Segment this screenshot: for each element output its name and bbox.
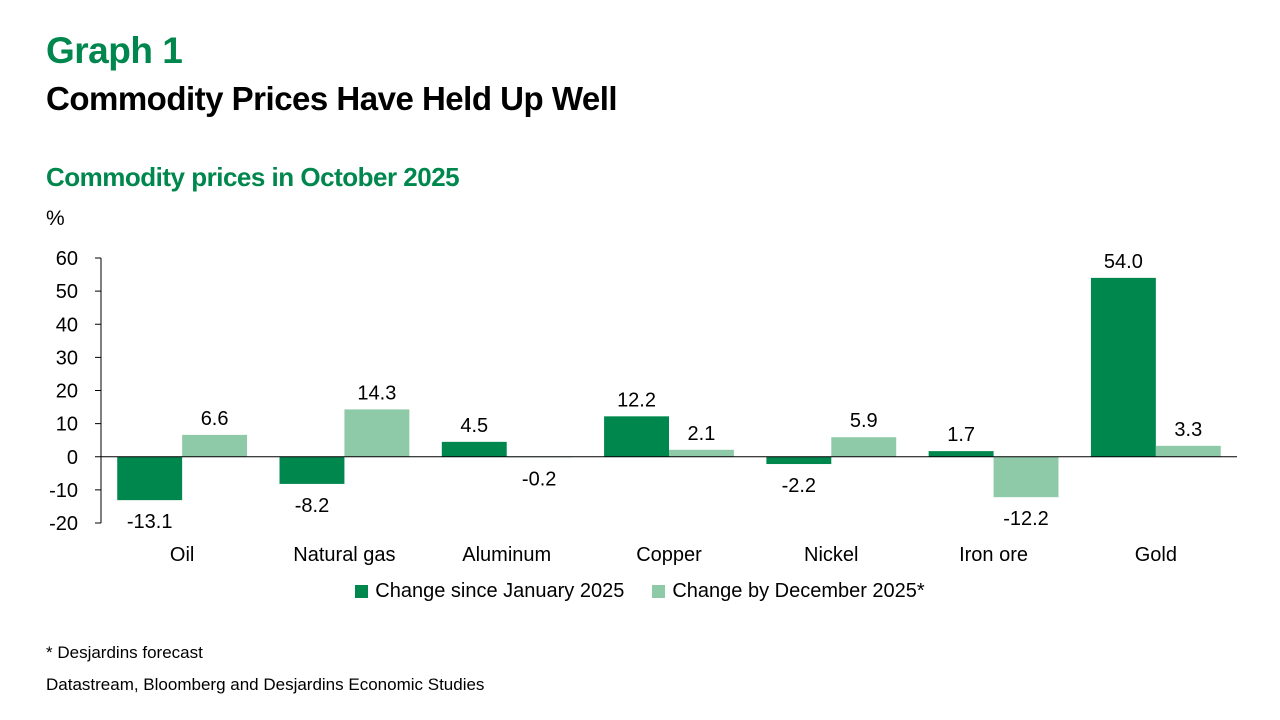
y-axis-unit: %	[46, 207, 65, 230]
legend-swatch-light	[652, 585, 666, 598]
y-tick-label: 40	[56, 314, 78, 336]
y-tick-label: -10	[49, 480, 78, 502]
legend: Change since January 2025 Change by Dece…	[0, 580, 1280, 603]
source-note: Datastream, Bloomberg and Desjardins Eco…	[46, 675, 485, 694]
bar-since-january-aluminum	[441, 441, 507, 457]
bar-by-december-gold	[1155, 445, 1221, 457]
bars-group	[117, 277, 1221, 501]
bar-since-january-nickel	[766, 456, 832, 465]
data-label: -0.2	[522, 468, 556, 490]
data-label: 54.0	[1104, 251, 1143, 273]
bar-since-january-natural-gas	[279, 456, 345, 484]
bar-since-january-iron-ore	[928, 451, 994, 457]
chart-subtitle: Commodity prices in October 2025	[46, 162, 460, 192]
legend-item-since-january: Change since January 2025	[355, 580, 624, 603]
y-tick-label: 10	[56, 414, 78, 436]
y-tick-label: 0	[67, 447, 78, 469]
y-tick-label: 30	[56, 347, 78, 369]
data-label: -8.2	[295, 495, 329, 517]
data-label: -2.2	[782, 475, 816, 497]
bar-since-january-copper	[604, 416, 669, 457]
data-label: 5.9	[850, 410, 878, 432]
legend-label: Change since January 2025	[375, 580, 625, 602]
x-tick-label: Iron ore	[959, 544, 1028, 566]
data-label: -13.1	[127, 511, 173, 533]
legend-item-by-december: Change by December 2025*	[652, 580, 925, 603]
axes-group: -20 -10 0 10 20 30 40 50 60 Oil Natural gas Aluminu…	[49, 248, 1237, 566]
labels-group: -13.1 -8.2 4.5 12.2 -2.2 1.7 54.0 6.6 14.3 -0.2 2.…	[127, 251, 1202, 533]
bar-by-december-oil	[182, 434, 248, 457]
data-label: 4.5	[460, 415, 488, 437]
graph-number: Graph 1	[46, 30, 183, 71]
bar-since-january-gold	[1090, 277, 1156, 457]
bar-by-december-natural-gas	[344, 409, 410, 457]
data-label: 2.1	[688, 423, 716, 445]
bar-by-december-iron-ore	[993, 456, 1059, 498]
data-label: 14.3	[357, 382, 396, 404]
bar-by-december-copper	[669, 449, 734, 457]
footnote: * Desjardins forecast	[46, 643, 203, 662]
y-tick-label: 50	[56, 281, 78, 303]
legend-label: Change by December 2025*	[672, 580, 925, 602]
x-tick-label: Nickel	[804, 544, 858, 566]
data-label: 6.6	[201, 408, 229, 430]
legend-swatch-dark	[355, 585, 369, 598]
page-title: Commodity Prices Have Held Up Well	[46, 80, 618, 117]
x-tick-label: Copper	[636, 544, 702, 566]
bar-since-january-oil	[117, 456, 183, 501]
y-tick-label: -20	[49, 513, 78, 535]
data-label: 3.3	[1174, 419, 1202, 441]
y-tick-label: 60	[56, 248, 78, 270]
data-label: -12.2	[1003, 508, 1049, 530]
data-label: 1.7	[947, 424, 975, 446]
x-tick-label: Gold	[1135, 544, 1177, 566]
y-tick-label: 20	[56, 381, 78, 403]
x-tick-label: Aluminum	[462, 544, 551, 566]
bar-by-december-nickel	[831, 437, 897, 457]
x-tick-label: Oil	[170, 544, 194, 566]
x-tick-label: Natural gas	[293, 544, 395, 566]
data-label: 12.2	[617, 389, 656, 411]
